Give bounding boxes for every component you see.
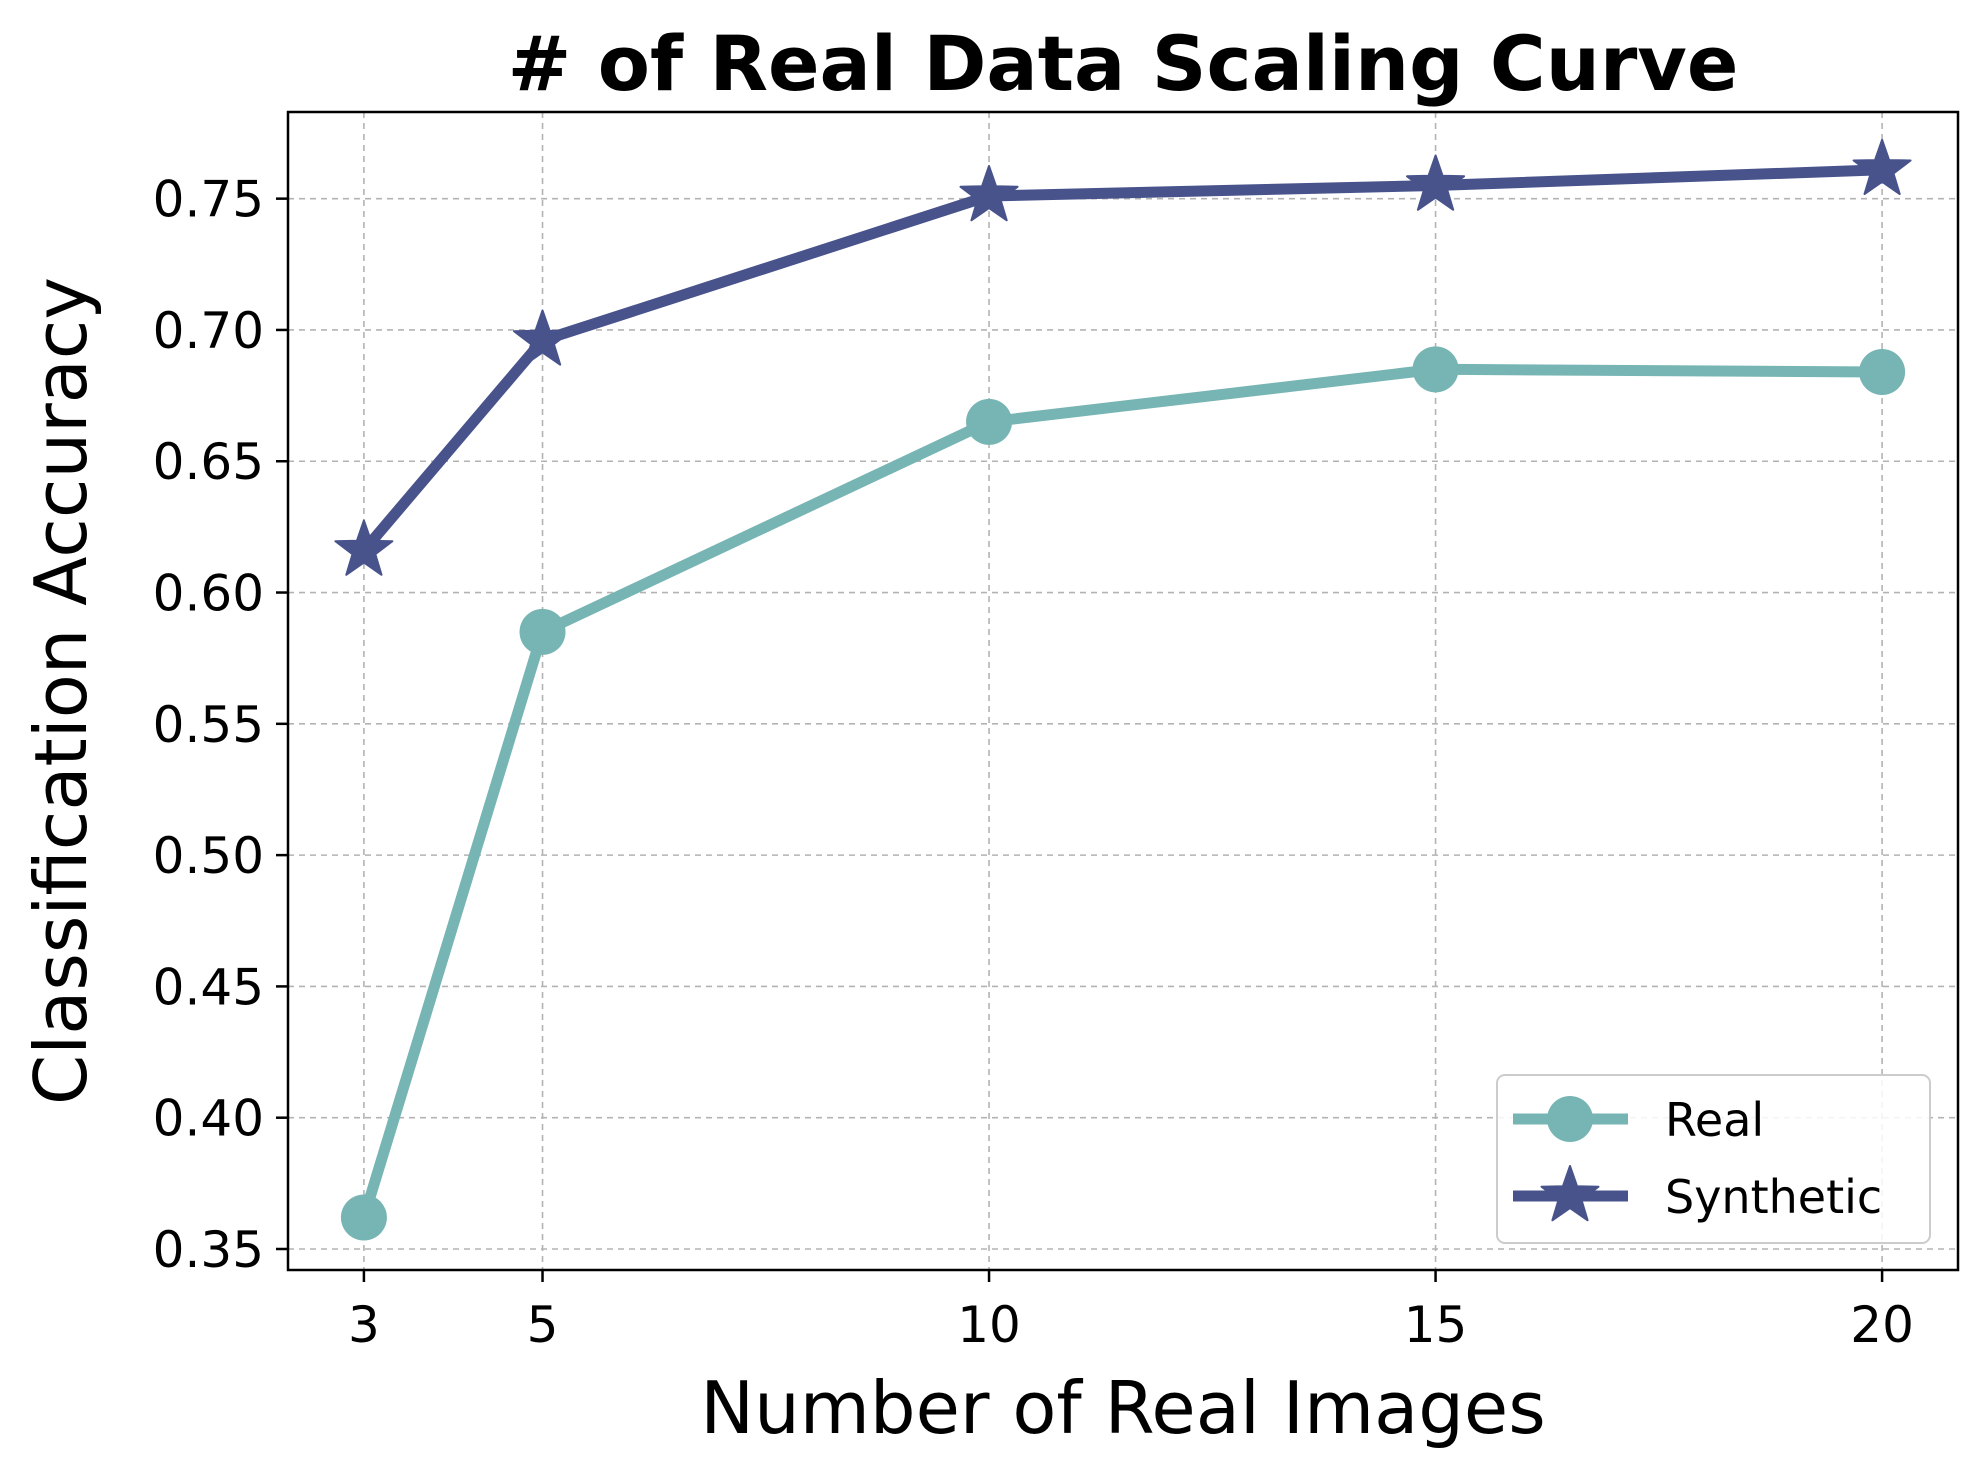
x-tick-label: 15: [1404, 1296, 1468, 1354]
data-point-real: [519, 608, 566, 655]
data-point-synthetic: [1852, 138, 1912, 195]
x-tick-label: 3: [348, 1296, 380, 1354]
data-point-real: [1412, 346, 1459, 393]
x-tick-label: 10: [957, 1296, 1021, 1354]
legend-marker-synthetic: [1540, 1165, 1600, 1222]
data-point-synthetic: [1406, 154, 1466, 211]
x-tick-label: 20: [1850, 1296, 1914, 1354]
x-axis-label: Number of Real Images: [700, 1366, 1546, 1450]
data-point-real: [340, 1194, 387, 1241]
data-point-synthetic: [513, 309, 573, 366]
data-point-real: [966, 398, 1013, 445]
y-tick-label: 0.60: [153, 565, 264, 623]
y-tick-label: 0.70: [153, 302, 264, 360]
legend-marker-real: [1547, 1096, 1593, 1142]
legend-label-synthetic: Synthetic: [1665, 1170, 1882, 1224]
chart-title: # of Real Data Scaling Curve: [508, 19, 1739, 108]
legend-marker-shape-real: [1547, 1096, 1593, 1142]
y-tick-label: 0.50: [153, 827, 264, 885]
y-tick-label: 0.40: [153, 1090, 264, 1148]
y-tick-label: 0.55: [153, 696, 264, 754]
legend-marker-shape-synthetic: [1540, 1165, 1600, 1222]
y-tick-label: 0.45: [153, 958, 264, 1016]
y-tick-label: 0.75: [153, 171, 264, 229]
legend: Real Synthetic: [1496, 1074, 1931, 1244]
data-point-real: [1859, 348, 1906, 395]
y-axis-label: Classification Accuracy: [19, 277, 103, 1105]
grid-lines: [288, 112, 1958, 1270]
data-point-synthetic: [334, 519, 394, 576]
axis-ticks: 3 5 10 15 20 0.35 0.40 0.45 0.50 0.55 0.60 0.65 0.70…: [153, 171, 1914, 1354]
series-real: [340, 346, 1906, 1241]
y-tick-label: 0.35: [153, 1221, 264, 1279]
series-synthetic: [334, 138, 1912, 576]
data-point-synthetic: [959, 165, 1019, 222]
x-tick-label: 5: [527, 1296, 559, 1354]
y-tick-label: 0.65: [153, 433, 264, 491]
legend-label-real: Real: [1665, 1093, 1764, 1147]
data-series: [334, 138, 1912, 1241]
plot-area-frame: [286, 110, 1960, 1272]
series-line-synthetic: [358, 164, 1888, 556]
